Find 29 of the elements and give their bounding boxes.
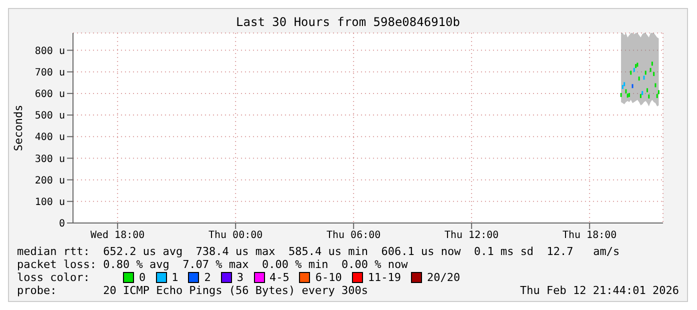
- y-axis-title: Seconds: [12, 104, 25, 152]
- text: probe: 20 ICMP Echo Pings (56 Bytes) every 300s: [17, 284, 368, 297]
- legend-label: 6-10: [314, 271, 342, 284]
- x-tick-label: Thu 18:00: [562, 230, 617, 242]
- y-tick-label: 200 u: [34, 175, 65, 186]
- chart-title: Last 30 Hours from 598e0846910b: [235, 14, 461, 29]
- x-tick-label: Thu 06:00: [326, 230, 381, 242]
- legend-label: 11-19: [367, 271, 401, 284]
- x-tick-label: Thu 12:00: [444, 230, 499, 242]
- x-tick-label: Thu 00:00: [208, 230, 263, 242]
- y-tick-label: 600 u: [34, 89, 65, 100]
- legend-label: 20/20: [426, 271, 460, 284]
- legend-title: loss color:: [17, 271, 91, 284]
- y-tick-label: 400 u: [34, 132, 65, 144]
- legend-label: 3: [236, 271, 244, 284]
- text: Thu Feb 12 21:44:01 2026: [520, 284, 679, 297]
- text: median rtt: 652.2 us avg 738.4 us max 585.4 us min 606.1 us now 0.1 ms sd 12.7 am/s: [17, 245, 621, 258]
- y-tick-label: 100 u: [34, 196, 65, 208]
- y-tick-label: 800 u: [34, 46, 65, 57]
- legend-label: 1: [170, 271, 178, 284]
- legend-label: 2: [203, 271, 211, 284]
- y-tick-label: 300 u: [34, 154, 65, 165]
- y-tick-label: 0: [58, 218, 65, 230]
- text: packet loss: 0.80 % avg 7.07 % max 0.00 % min 0.00 % now: [17, 258, 409, 271]
- legend-label: 0: [138, 271, 146, 284]
- y-tick-label: 500 u: [34, 110, 65, 122]
- y-tick-label: 700 u: [34, 67, 65, 78]
- legend-label: 4-5: [268, 271, 290, 284]
- x-tick-label: Wed 18:00: [90, 230, 145, 242]
